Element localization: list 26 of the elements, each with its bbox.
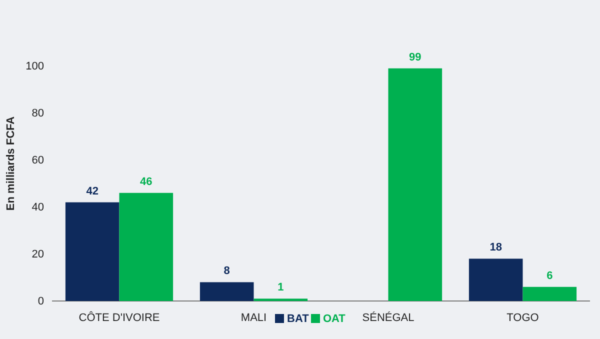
y-tick-label: 60 — [32, 154, 44, 167]
bar — [522, 286, 577, 301]
data-label: 6 — [546, 270, 553, 282]
bar — [119, 192, 174, 301]
data-label: 18 — [490, 242, 502, 254]
data-label: 42 — [86, 185, 98, 198]
y-tick-label: 0 — [38, 296, 44, 308]
y-axis-title: En milliards FCFA — [5, 116, 17, 211]
bar — [388, 68, 442, 301]
bar — [65, 202, 120, 301]
y-tick-label: 100 — [26, 60, 44, 73]
legend-label: BAT — [287, 313, 310, 325]
data-label: 99 — [409, 51, 422, 64]
data-label: 1 — [278, 282, 284, 294]
x-tick-label: CÔTE D'IVOIRE — [78, 310, 160, 324]
y-tick-label: 80 — [32, 108, 44, 120]
x-tick-label: SÉNÉGAL — [362, 310, 414, 324]
x-tick-label: MALI — [240, 312, 267, 324]
bar — [200, 282, 254, 301]
legend-label: OAT — [323, 313, 346, 325]
x-tick-label: TOGO — [506, 312, 540, 324]
bar — [468, 258, 523, 301]
data-label: 8 — [224, 265, 230, 278]
data-label: 46 — [140, 176, 152, 188]
y-tick-label: 40 — [32, 202, 44, 214]
y-tick-label: 20 — [32, 248, 44, 261]
